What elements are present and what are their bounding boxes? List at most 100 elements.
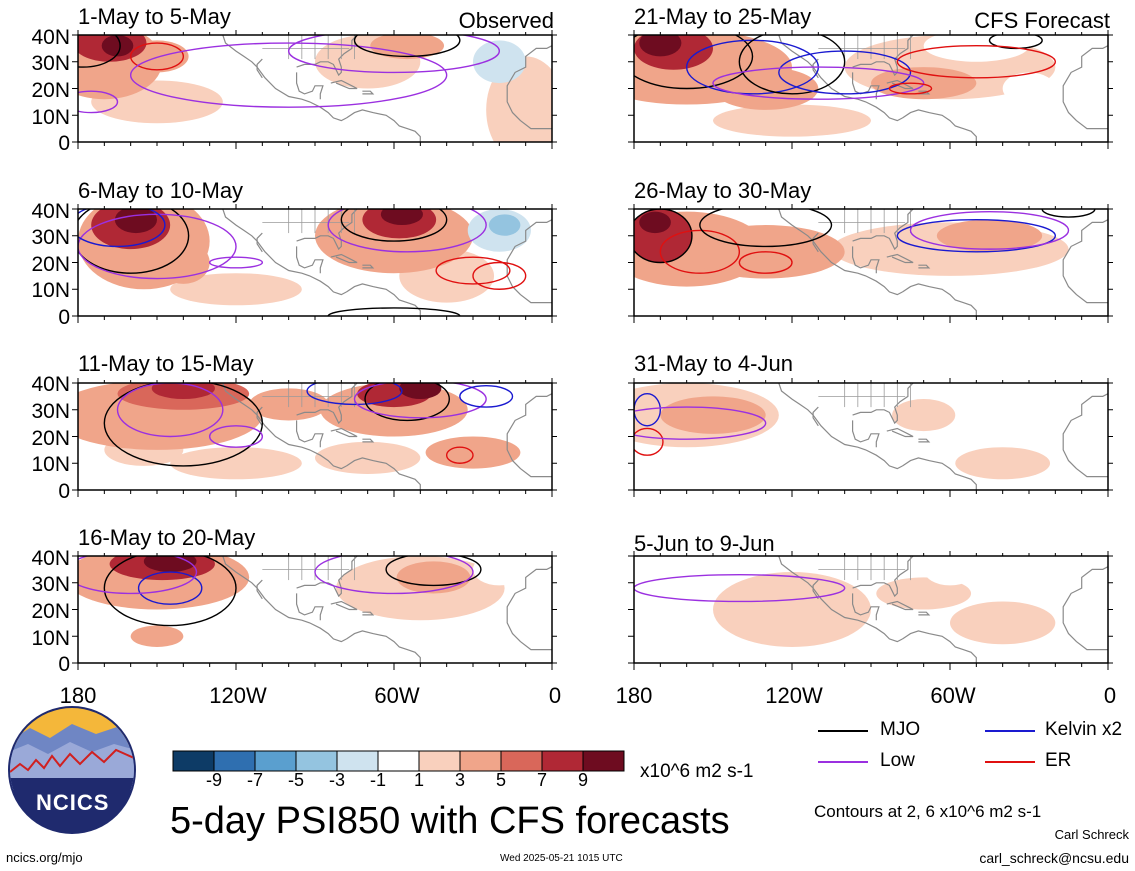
contour-line: [778, 50, 912, 95]
contour-line: [340, 209, 448, 242]
panel-title: 11-May to 15-May: [78, 351, 254, 376]
lat-label: 40N: [31, 200, 70, 223]
coastline: [918, 264, 931, 269]
anomaly-shading: [399, 383, 442, 400]
colorbar-swatch: [459, 750, 502, 772]
contour-line: [435, 256, 511, 285]
anomaly-shading: [936, 219, 1043, 252]
colorbar-swatch: [295, 750, 338, 772]
contour-line: [129, 42, 185, 71]
coastline: [812, 406, 819, 427]
coastline: [296, 383, 358, 425]
coastline: [362, 90, 375, 95]
contour-line: [78, 213, 237, 280]
legend-label-low: Low: [880, 750, 915, 771]
contour-line: [103, 556, 237, 627]
anomaly-shading: [876, 577, 972, 610]
contour-line: [103, 383, 264, 467]
colorbar-swatch: [418, 750, 461, 772]
contour-line: [353, 383, 487, 419]
coastline: [852, 209, 914, 251]
ncics-logo: [8, 706, 136, 834]
contour-line: [445, 446, 474, 464]
lat-label: 40N: [31, 373, 70, 396]
coastline: [852, 420, 880, 448]
coastline: [852, 35, 914, 77]
forecast-tag: CFS Forecast: [974, 8, 1110, 33]
panel-title: 16-May to 20-May: [78, 525, 256, 550]
coastline: [330, 253, 358, 264]
coastline: [852, 383, 914, 425]
anomaly-shading: [1060, 267, 1103, 300]
coastline: [506, 219, 552, 304]
contour-line: [364, 383, 450, 422]
lat-label: 40N: [31, 26, 70, 49]
anomaly-shading: [1002, 72, 1056, 105]
coastline: [778, 383, 903, 470]
contour-line: [78, 209, 190, 274]
contour-line: [634, 427, 664, 456]
anomaly-shading: [130, 625, 184, 647]
panel-31-may: [628, 378, 1113, 497]
lat-label: 30N: [31, 400, 70, 423]
coastline: [902, 109, 977, 142]
coastline: [902, 283, 977, 316]
coastline: [296, 593, 324, 621]
colorbar-swatch: [172, 750, 215, 772]
lon-label: 60W: [930, 683, 976, 708]
coastline: [256, 58, 263, 79]
panel-6-may: [72, 204, 557, 323]
lon-label: 0: [548, 683, 562, 708]
colorbar-swatch: [336, 750, 379, 772]
anomaly-shading: [639, 211, 671, 234]
contour-line: [287, 35, 501, 74]
lon-label: 120W: [765, 683, 823, 708]
panel-title: 26-May to 30-May: [634, 178, 812, 203]
lat-label: 10N: [31, 279, 70, 302]
panel-16-may: [72, 551, 557, 670]
coastline: [918, 438, 931, 443]
contour-line: [738, 251, 793, 274]
coastline: [886, 253, 914, 264]
lat-label: 10N: [31, 106, 70, 129]
legend-label-mjo: MJO: [880, 719, 921, 740]
contour-line: [78, 209, 166, 248]
anomaly-shading: [473, 556, 526, 586]
anomaly-shading: [170, 447, 302, 480]
colorbar-swatch: [213, 750, 256, 772]
coastline: [296, 420, 324, 448]
colorbar-tick: 5: [495, 770, 506, 790]
contour-line: [634, 574, 846, 603]
coastline: [346, 109, 421, 142]
coastline: [852, 246, 880, 274]
panel-title: 1-May to 5-May: [78, 4, 231, 29]
lat-label: 0: [58, 306, 70, 329]
lat-label: 20N: [31, 79, 70, 102]
lat-label: 40N: [31, 547, 70, 570]
lat-label: 20N: [31, 253, 70, 276]
anomaly-shading: [955, 447, 1051, 480]
panel-title: 6-May to 10-May: [78, 178, 244, 203]
coastline: [506, 566, 552, 651]
anomaly-shading: [1029, 393, 1082, 437]
coastline: [296, 35, 358, 77]
coastline: [296, 72, 324, 100]
contour-line: [459, 384, 514, 408]
anomaly-shading: [639, 35, 682, 57]
contours-note: Contours at 2, 6 x10^6 m2 s-1: [814, 802, 1042, 821]
contour-line: [314, 556, 474, 595]
coastline: [1062, 393, 1108, 478]
contour-line: [896, 219, 1057, 253]
anomaly-shading: [660, 396, 766, 434]
colorbar-swatch: [254, 750, 297, 772]
contour-line: [327, 209, 487, 253]
colorbar-tick: -3: [328, 770, 345, 790]
panel-21-may: [628, 30, 1113, 149]
lat-label: 0: [58, 132, 70, 155]
coastline: [330, 600, 358, 611]
lat-label: 30N: [31, 573, 70, 596]
panel-1-may: [72, 30, 557, 149]
anomaly-shading: [380, 209, 423, 226]
contour-line: [129, 42, 448, 108]
